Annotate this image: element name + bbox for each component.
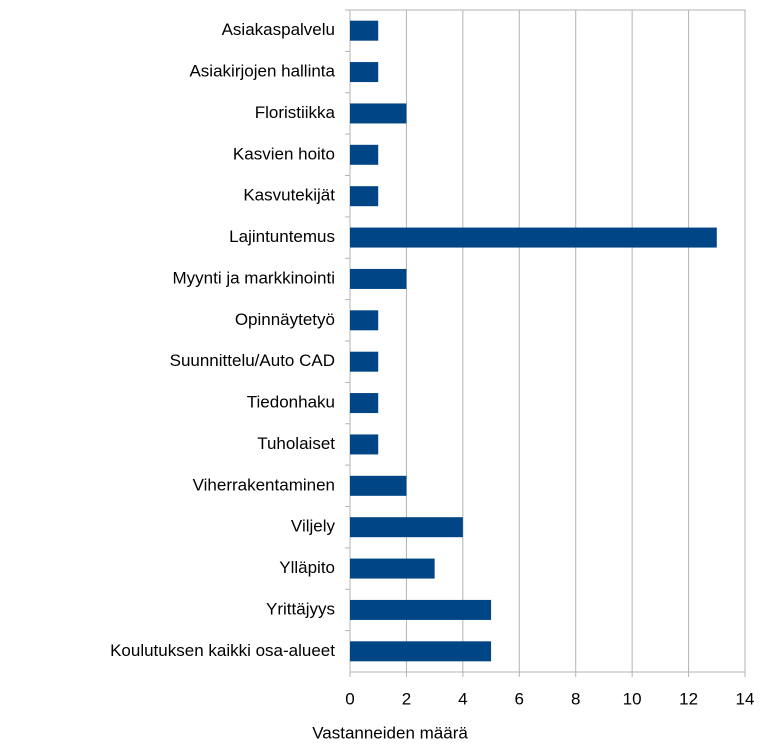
bar bbox=[350, 268, 407, 289]
bar bbox=[350, 227, 717, 248]
bar bbox=[350, 103, 407, 124]
y-tick-label: Viherrakentaminen bbox=[193, 475, 335, 494]
y-tick-label: Yrittäjyys bbox=[266, 599, 335, 618]
bar bbox=[350, 393, 379, 414]
bar bbox=[350, 186, 379, 207]
x-tick-label: 6 bbox=[515, 689, 524, 708]
x-tick-label: 8 bbox=[571, 689, 580, 708]
y-tick-label: Kasvutekijät bbox=[243, 186, 335, 205]
y-tick-label: Myynti ja markkinointi bbox=[173, 268, 336, 287]
x-tick-label: 4 bbox=[458, 689, 467, 708]
bar bbox=[350, 599, 492, 620]
y-tick-label: Lajintuntemus bbox=[229, 227, 335, 246]
y-tick-label: Opinnäytetyö bbox=[235, 310, 335, 329]
x-tick-label: 14 bbox=[736, 689, 755, 708]
y-tick-label: Koulutuksen kaikki osa-alueet bbox=[110, 641, 335, 660]
x-tick-label: 2 bbox=[402, 689, 411, 708]
y-tick-label: Suunnittelu/Auto CAD bbox=[170, 351, 335, 370]
y-tick-label: Ylläpito bbox=[279, 558, 335, 577]
y-tick-label: Viljely bbox=[291, 517, 336, 536]
y-tick-label: Asiakirjojen hallinta bbox=[189, 62, 335, 81]
x-axis-label: Vastanneiden määrä bbox=[312, 723, 468, 742]
y-tick-label: Tiedonhaku bbox=[247, 393, 335, 412]
bar bbox=[350, 517, 463, 538]
bar bbox=[350, 434, 379, 455]
bar bbox=[350, 144, 379, 165]
bar bbox=[350, 20, 379, 41]
bar bbox=[350, 62, 379, 83]
x-tick-label: 12 bbox=[679, 689, 698, 708]
y-tick-label: Tuholaiset bbox=[257, 434, 335, 453]
bar bbox=[350, 310, 379, 331]
y-tick-label: Floristiikka bbox=[255, 103, 336, 122]
y-tick-label: Kasvien hoito bbox=[233, 144, 335, 163]
bar bbox=[350, 351, 379, 372]
y-tick-label: Asiakaspalvelu bbox=[222, 20, 335, 39]
bar bbox=[350, 475, 407, 496]
bar bbox=[350, 558, 435, 579]
bar bbox=[350, 641, 492, 662]
x-tick-label: 10 bbox=[623, 689, 642, 708]
x-tick-label: 0 bbox=[345, 689, 354, 708]
